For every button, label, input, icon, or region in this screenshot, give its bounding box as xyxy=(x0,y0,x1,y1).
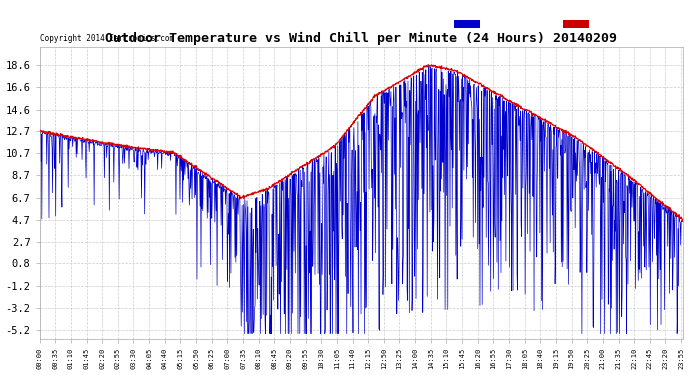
Legend: Wind Chill (°F), Temperature (°F): Wind Chill (°F), Temperature (°F) xyxy=(451,16,679,32)
Title: Outdoor Temperature vs Wind Chill per Minute (24 Hours) 20140209: Outdoor Temperature vs Wind Chill per Mi… xyxy=(106,32,618,45)
Text: Copyright 2014 Cartronics.com: Copyright 2014 Cartronics.com xyxy=(39,34,174,43)
